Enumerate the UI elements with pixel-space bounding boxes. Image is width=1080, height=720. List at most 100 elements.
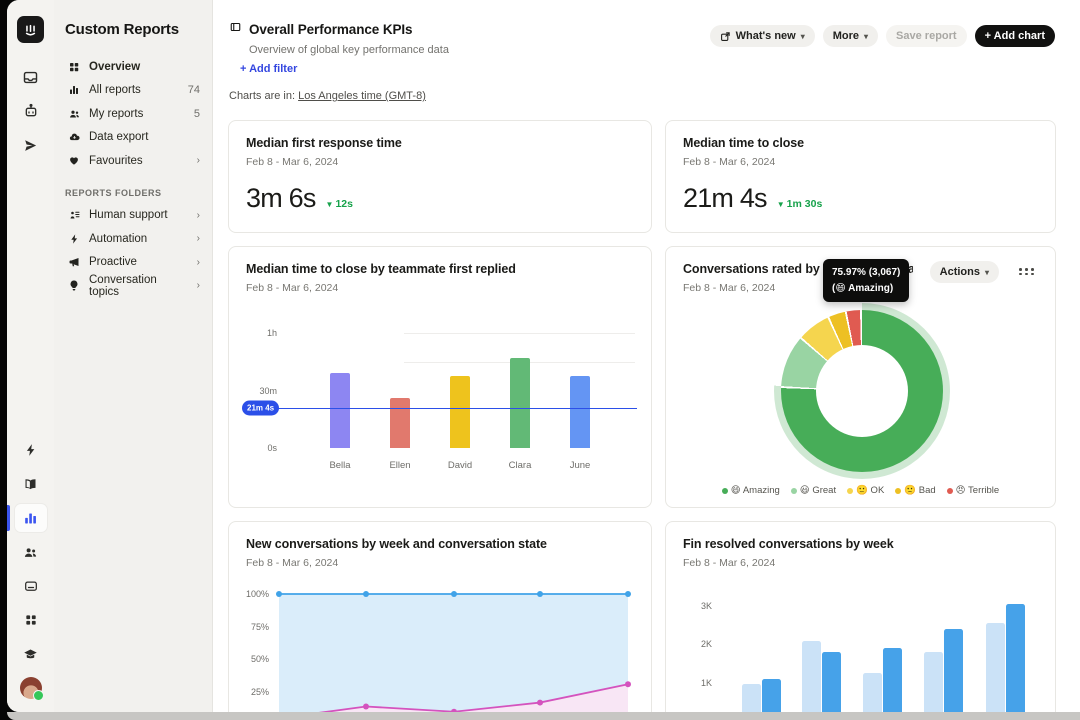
sidebar-item-label: Automation — [89, 233, 147, 245]
card-title: Median time to close — [683, 136, 1038, 150]
gridline — [404, 333, 635, 334]
series_pink-point[interactable] — [363, 703, 369, 709]
save-report-button[interactable]: Save report — [886, 25, 967, 47]
academy-cap-icon[interactable] — [15, 640, 47, 668]
series_blue-point[interactable] — [451, 591, 457, 597]
bar-david[interactable] — [450, 376, 470, 448]
legend-label: 😠 Terrible — [956, 485, 1000, 496]
series_blue-point[interactable] — [363, 591, 369, 597]
add-chart-button[interactable]: + Add chart — [975, 25, 1055, 47]
series_light_blue-bar[interactable] — [924, 652, 943, 712]
y-axis-tick: 1h — [243, 328, 277, 338]
external-link-icon — [720, 31, 731, 42]
bar-clara[interactable] — [510, 358, 530, 448]
kpi-value: 3m 6s — [246, 183, 316, 214]
sidebar-item-overview[interactable]: Overview — [65, 55, 202, 79]
series_blue-bar[interactable] — [762, 679, 781, 712]
sidebar-item-data-export[interactable]: Data export — [65, 126, 202, 150]
chevron-right-icon: › — [197, 233, 200, 244]
lightning-icon — [67, 233, 81, 245]
sidebar-item-automation[interactable]: Automation › — [65, 227, 202, 251]
sidebar-item-proactive[interactable]: Proactive › — [65, 251, 202, 275]
report-icon — [229, 20, 242, 38]
add-chart-label: + Add chart — [985, 30, 1045, 42]
bar-june[interactable] — [570, 376, 590, 448]
tooltip-value: 75.97% (3,067) — [832, 265, 900, 281]
sidebar-item-my-reports[interactable]: My reports 5 — [65, 102, 202, 126]
knowledge-book-icon[interactable] — [15, 470, 47, 498]
x-axis-label: Clara — [509, 460, 532, 471]
intercom-logo[interactable] — [17, 16, 44, 43]
legend-item-ok: 🙂 OK — [847, 485, 884, 496]
lightbulb-icon — [67, 279, 81, 292]
series_pink-point[interactable] — [625, 681, 631, 687]
outbound-send-icon[interactable] — [15, 131, 47, 159]
more-button[interactable]: More ▾ — [823, 25, 878, 47]
card-close-by-teammate: Median time to close by teammate first r… — [228, 246, 652, 508]
legend-dot — [947, 488, 953, 494]
user-avatar[interactable] — [15, 674, 47, 702]
sidebar-item-favourites[interactable]: Favourites › — [65, 149, 202, 173]
chart-tooltip: 75.97% (3,067) (😄 Amazing) — [823, 259, 909, 302]
cards-grid: Median first response time Feb 8 - Mar 6… — [228, 120, 1056, 712]
inbox-icon[interactable] — [15, 63, 47, 91]
series_blue-point[interactable] — [625, 591, 631, 597]
human-support-icon — [67, 209, 81, 221]
series_blue-bar[interactable] — [944, 629, 963, 712]
save-report-label: Save report — [896, 30, 957, 42]
reference-line — [245, 408, 637, 410]
actions-label: Actions — [940, 266, 980, 278]
chevron-right-icon: › — [197, 155, 200, 166]
series_light_blue-bar[interactable] — [986, 623, 1005, 712]
chevron-right-icon: › — [197, 257, 200, 268]
series_blue-bar[interactable] — [883, 648, 902, 712]
card-median-time-to-close: Median time to close Feb 8 - Mar 6, 2024… — [665, 120, 1056, 233]
people-icon — [67, 108, 81, 120]
series_blue-bar[interactable] — [822, 652, 841, 712]
more-label: More — [833, 30, 859, 42]
apps-grid-icon[interactable] — [15, 606, 47, 634]
series_blue-bar[interactable] — [1006, 604, 1025, 712]
whats-new-button[interactable]: What's new ▾ — [710, 25, 815, 47]
sidebar-item-human-support[interactable]: Human support › — [65, 204, 202, 228]
kpi-delta: ▼1m 30s — [777, 198, 823, 210]
bar-ellen[interactable] — [390, 398, 410, 448]
legend-item-amazing: 😄 Amazing — [722, 485, 780, 496]
window-bottom-edge — [7, 712, 1080, 720]
teammate-bar-chart: 1h30m0sBellaEllenDavidClaraJune21m 4s — [229, 247, 651, 507]
bar-bella[interactable] — [330, 373, 350, 448]
sidebar-item-conversation-topics[interactable]: Conversation topics › — [65, 274, 202, 298]
contacts-icon[interactable] — [15, 538, 47, 566]
triangle-down-icon: ▼ — [326, 200, 334, 209]
x-axis-label: June — [570, 460, 591, 471]
page-title: Overall Performance KPIs — [249, 22, 412, 37]
series_blue-point[interactable] — [276, 591, 282, 597]
kpi-value: 21m 4s — [683, 183, 767, 214]
fin-ai-icon[interactable] — [15, 97, 47, 125]
whats-new-label: What's new — [736, 30, 796, 42]
sidebar-item-all-reports[interactable]: All reports 74 — [65, 79, 202, 103]
timezone-line: Charts are in: Los Angeles time (GMT-8) — [229, 90, 426, 102]
icon-rail — [7, 0, 54, 712]
sidebar-section-label: REPORTS FOLDERS — [65, 188, 202, 198]
series_light_blue-bar[interactable] — [863, 673, 882, 712]
item-count: 74 — [188, 84, 200, 96]
kpi-delta: ▼12s — [326, 198, 353, 210]
reference-line-badge: 21m 4s — [242, 401, 279, 416]
reports-icon[interactable] — [15, 504, 47, 532]
series_blue-point[interactable] — [537, 591, 543, 597]
legend-label: 🙁 Bad — [904, 485, 935, 496]
automation-icon[interactable] — [15, 436, 47, 464]
avatar[interactable] — [20, 677, 42, 699]
series_pink-point[interactable] — [537, 700, 543, 706]
series_light_blue-bar[interactable] — [742, 684, 761, 712]
x-axis-label: David — [448, 460, 472, 471]
conversations-icon[interactable] — [15, 572, 47, 600]
add-filter-link[interactable]: + Add filter — [240, 63, 297, 75]
actions-button[interactable]: Actions ▾ — [930, 261, 999, 283]
timezone-link[interactable]: Los Angeles time (GMT-8) — [298, 90, 426, 102]
series_light_blue-bar[interactable] — [802, 641, 821, 712]
card-date-range: Feb 8 - Mar 6, 2024 — [246, 156, 634, 168]
chevron-down-icon: ▾ — [985, 268, 989, 277]
drag-handle-icon[interactable] — [1019, 268, 1035, 275]
